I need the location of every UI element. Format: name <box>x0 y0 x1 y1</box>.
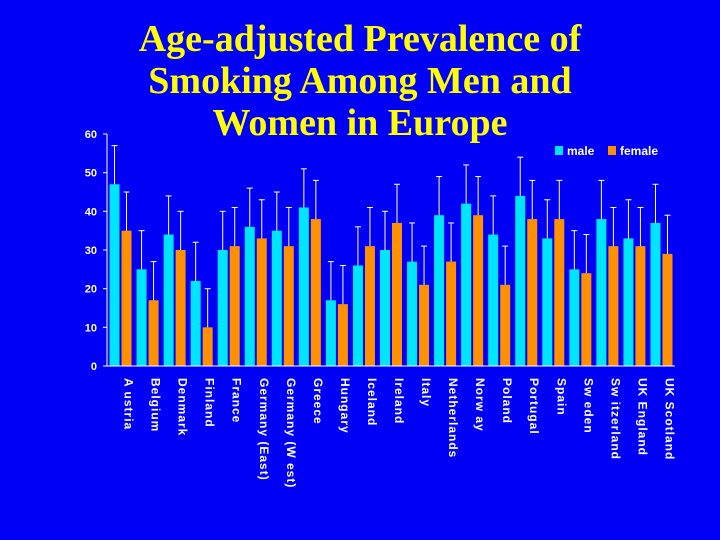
bar-male <box>217 250 228 366</box>
x-tick-label: Germany (East) <box>257 378 271 481</box>
bar-male <box>569 269 580 366</box>
x-tick-label: Netherlands <box>446 378 460 458</box>
bar-male <box>136 269 147 366</box>
x-tick-label: Spain <box>554 378 568 416</box>
y-tick-labels: 0 10 20 30 40 50 60 <box>85 129 97 373</box>
error-bars-layer <box>111 145 671 328</box>
bar-female <box>310 219 321 366</box>
bar-male <box>380 250 390 366</box>
bar-male <box>434 215 445 366</box>
axes-layer <box>103 133 675 367</box>
bar-male <box>325 300 336 366</box>
bar-female <box>337 304 348 366</box>
title-line-3: Women in Europe <box>212 102 508 144</box>
bar-male <box>515 195 526 366</box>
bar-female <box>364 246 375 366</box>
x-tick-labels: A ustria Belgium Denmark Finland France Germa… <box>122 378 677 488</box>
x-tick-label: Denmark <box>176 378 190 436</box>
bar-female <box>283 246 294 366</box>
bar-female <box>256 238 267 366</box>
legend-label-male: male <box>567 144 595 158</box>
x-tick-label: Italy <box>419 378 433 407</box>
x-tick-label: Iceland <box>365 378 379 426</box>
x-tick-label: Norw ay <box>473 378 487 432</box>
bar-female <box>608 246 619 366</box>
bar-female <box>419 284 430 366</box>
legend: male female <box>555 144 658 158</box>
bar-male <box>352 265 363 366</box>
y-tick-label: 50 <box>85 168 97 180</box>
bar-female <box>500 284 511 366</box>
bar-male <box>271 230 282 366</box>
x-tick-label: Poland <box>500 378 514 424</box>
bar-female <box>635 246 646 366</box>
legend-swatch-male <box>555 146 563 155</box>
bar-female <box>392 222 402 366</box>
bar-male <box>109 184 120 366</box>
bar-male <box>461 203 472 366</box>
x-tick-label: Ireland <box>392 378 406 424</box>
x-tick-label: Portugal <box>527 378 541 435</box>
bar-male <box>298 207 309 366</box>
bar-female <box>229 246 240 366</box>
bar-female <box>473 215 484 366</box>
bar-female <box>175 250 186 366</box>
y-tick-label: 30 <box>85 245 97 257</box>
x-tick-label: Belgium <box>149 378 163 432</box>
bar-male <box>190 280 201 366</box>
y-tick-label: 60 <box>85 129 97 141</box>
legend-swatch-female <box>608 146 616 155</box>
bar-male <box>623 238 634 366</box>
bars-layer <box>109 184 673 366</box>
bar-female <box>202 327 213 366</box>
title-line-1: Age-adjusted Prevalence of <box>138 18 582 60</box>
y-tick-label: 20 <box>85 284 97 296</box>
y-tick-label: 40 <box>85 206 97 218</box>
bar-male <box>596 219 607 366</box>
x-tick-label: France <box>230 378 244 423</box>
x-tick-label: Finland <box>203 378 217 428</box>
bar-female <box>527 219 538 366</box>
x-tick-label: Hungary <box>338 378 352 434</box>
bar-male <box>407 261 418 366</box>
x-tick-label: Germany (W est) <box>284 378 298 488</box>
bar-female <box>446 261 457 366</box>
y-tick-label: 10 <box>85 322 97 334</box>
legend-label-female: female <box>620 144 658 158</box>
bar-male <box>163 234 174 366</box>
bar-male <box>650 222 661 366</box>
bar-female <box>581 273 592 366</box>
x-tick-label: Sw eden <box>581 378 595 434</box>
bar-male <box>488 234 499 366</box>
bar-female <box>121 230 132 366</box>
x-tick-label: UK Scotland <box>662 378 676 460</box>
title-line-2: Smoking Among Men and <box>148 60 572 102</box>
bar-female <box>148 300 159 366</box>
slide-title: Age-adjusted Prevalence of Smoking Among… <box>0 18 720 144</box>
x-tick-label: Sw itzerland <box>608 378 622 460</box>
bar-female <box>554 219 565 366</box>
y-tick-label: 0 <box>91 361 97 373</box>
x-tick-label: Greece <box>311 378 325 425</box>
bar-male <box>542 238 553 366</box>
bar-male <box>244 226 255 366</box>
x-tick-label: A ustria <box>122 378 136 430</box>
bar-female <box>662 253 673 366</box>
x-tick-label: UK England <box>635 378 649 456</box>
